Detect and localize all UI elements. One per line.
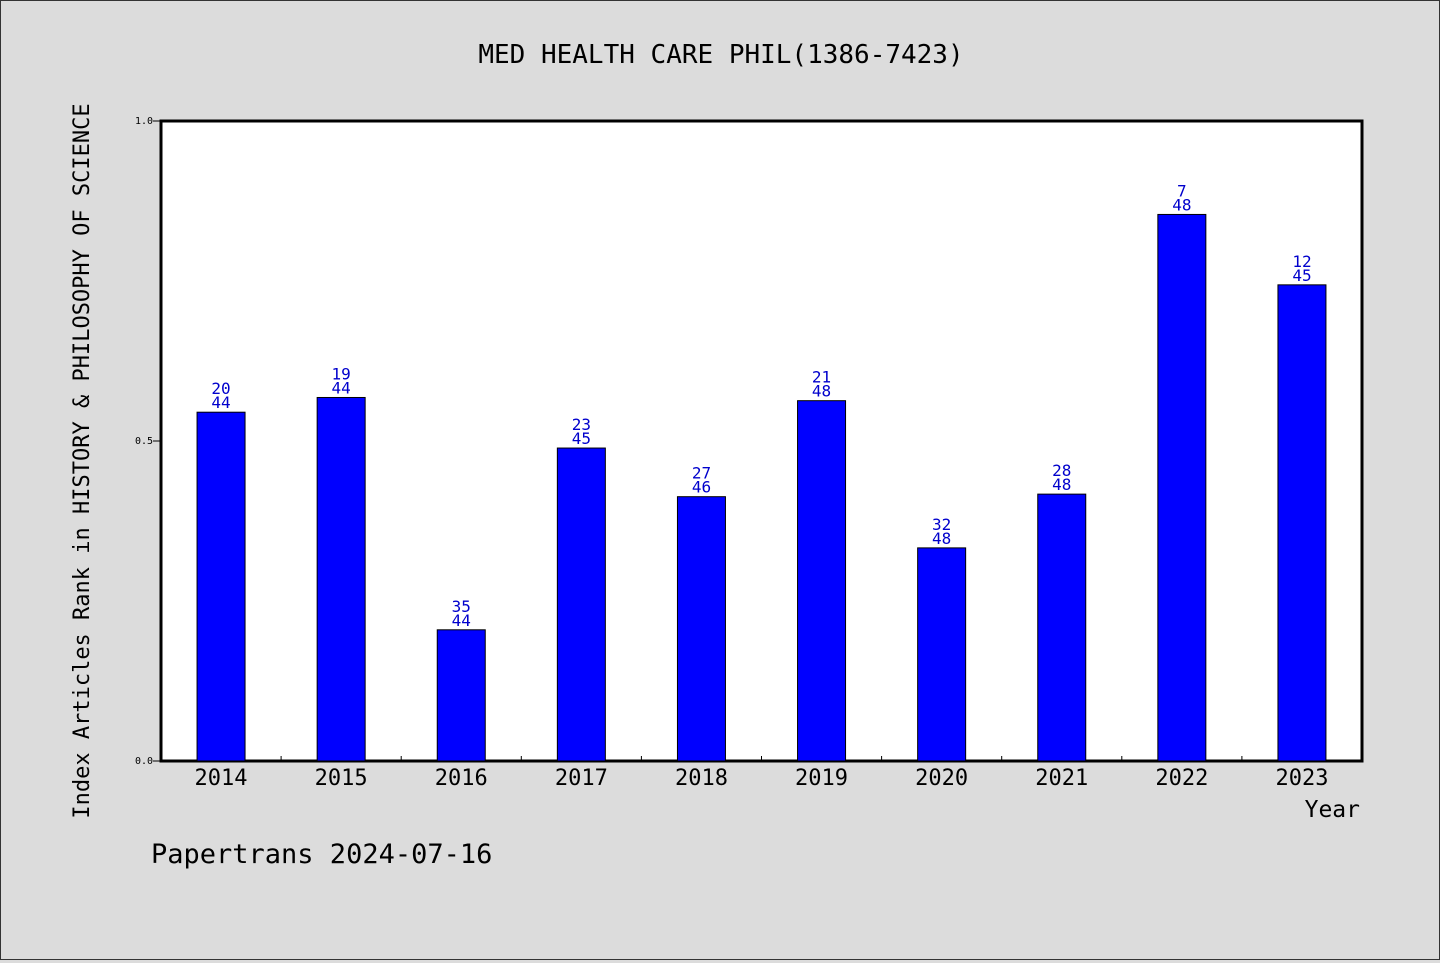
x-tick-label: 2014 bbox=[195, 766, 248, 791]
bar-total-label: 44 bbox=[211, 393, 230, 412]
bar bbox=[556, 447, 606, 762]
bar-total-label: 48 bbox=[1052, 475, 1071, 494]
x-tick-label: 2022 bbox=[1155, 766, 1208, 791]
bar-rank-label: 23 bbox=[572, 415, 591, 434]
bar-rank-label: 12 bbox=[1292, 252, 1311, 271]
bar bbox=[1157, 213, 1207, 762]
bar bbox=[436, 629, 486, 762]
bar bbox=[196, 411, 246, 762]
bar-total-label: 48 bbox=[1172, 195, 1191, 214]
bar-total-label: 45 bbox=[572, 429, 591, 448]
x-tick-label: 2017 bbox=[555, 766, 608, 791]
x-axis-label: Year bbox=[1305, 797, 1360, 823]
bar bbox=[917, 547, 967, 762]
bar bbox=[797, 400, 847, 762]
bar-rank-label: 7 bbox=[1177, 181, 1187, 200]
y-tick-label: 0.5 bbox=[135, 436, 153, 447]
x-tick-label: 2023 bbox=[1275, 766, 1328, 791]
bar-total-label: 46 bbox=[692, 478, 711, 497]
bar-total-label: 44 bbox=[452, 611, 471, 630]
bar bbox=[676, 496, 726, 762]
bar bbox=[1037, 493, 1087, 762]
x-tick-label: 2019 bbox=[795, 766, 848, 791]
bar bbox=[316, 396, 366, 762]
bar-rank-label: 21 bbox=[812, 368, 831, 387]
chart-marks: 0.00.51.02044201419442015354420162345201… bbox=[135, 116, 1329, 791]
y-tick-label: 0.0 bbox=[135, 756, 153, 767]
bar-rank-label: 35 bbox=[452, 597, 471, 616]
bar bbox=[1277, 284, 1327, 762]
y-tick-label: 1.0 bbox=[135, 116, 153, 127]
bar-rank-label: 28 bbox=[1052, 461, 1071, 480]
x-tick-label: 2015 bbox=[315, 766, 368, 791]
bar-total-label: 48 bbox=[812, 382, 831, 401]
x-tick-label: 2020 bbox=[915, 766, 968, 791]
bar-rank-label: 27 bbox=[692, 464, 711, 483]
bar-rank-label: 20 bbox=[211, 379, 230, 398]
bar-total-label: 45 bbox=[1292, 266, 1311, 285]
x-tick-label: 2018 bbox=[675, 766, 728, 791]
bar-rank-label: 32 bbox=[932, 515, 951, 534]
x-tick-label: 2021 bbox=[1035, 766, 1088, 791]
footer-credit: Papertrans 2024-07-16 bbox=[151, 839, 492, 870]
bar-total-label: 48 bbox=[932, 529, 951, 548]
bar-rank-label: 19 bbox=[332, 364, 351, 383]
bar-total-label: 44 bbox=[332, 378, 351, 397]
chart-title: MED HEALTH CARE PHIL(1386-7423) bbox=[478, 40, 963, 70]
y-axis-label: Index Articles Rank in HISTORY & PHILOSO… bbox=[70, 103, 95, 818]
x-tick-label: 2016 bbox=[435, 766, 488, 791]
